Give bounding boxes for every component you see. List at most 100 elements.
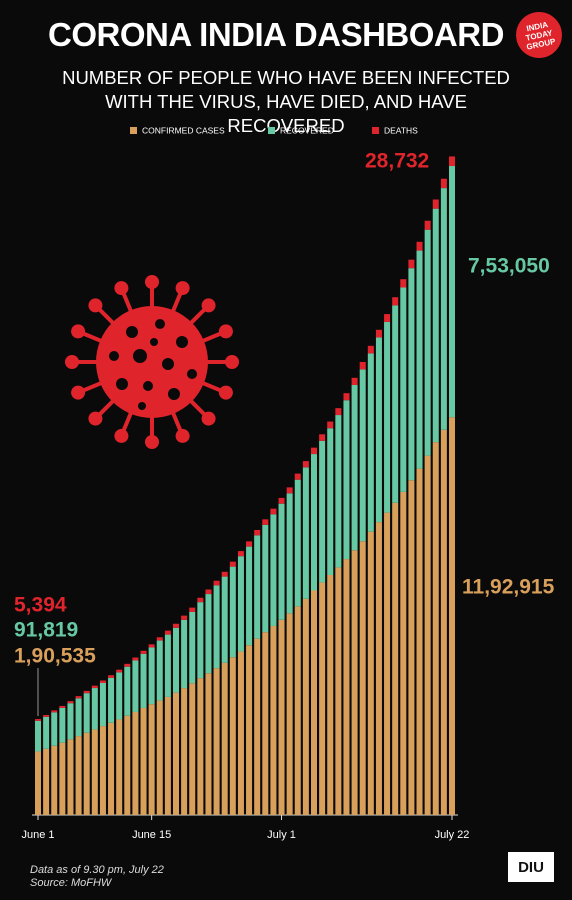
bar-segment xyxy=(294,606,301,815)
bar-segment xyxy=(254,529,261,536)
bar-segment xyxy=(278,619,285,815)
bar-segment xyxy=(34,751,42,815)
bar-segment xyxy=(51,712,58,746)
bar-segment xyxy=(67,703,74,740)
x-tick-label: July 22 xyxy=(435,829,470,841)
bar-segment xyxy=(148,704,155,815)
bar-segment xyxy=(424,455,431,815)
bar-segment xyxy=(302,467,309,599)
bar-segment xyxy=(213,585,220,669)
bar-segment xyxy=(132,711,139,815)
bar-segment xyxy=(205,589,212,595)
bar-segment xyxy=(43,715,50,717)
virus-icon xyxy=(65,275,239,449)
bar-segment xyxy=(189,683,196,815)
x-tick-label: July 1 xyxy=(267,829,296,841)
bar-segment xyxy=(254,535,261,639)
bar-segment xyxy=(408,480,415,815)
bar-segment xyxy=(440,188,447,430)
bar-segment xyxy=(229,561,236,567)
bar-segment xyxy=(432,442,439,815)
bar-segment xyxy=(59,705,66,708)
bar-segment xyxy=(124,663,131,667)
bar-segment xyxy=(140,650,147,654)
bar-segment xyxy=(67,739,74,815)
bar-segment xyxy=(327,574,334,815)
bar-segment xyxy=(416,468,423,815)
bar-segment xyxy=(34,720,42,752)
bar-segment xyxy=(91,688,98,730)
bar-segment xyxy=(400,287,407,492)
bar-segment xyxy=(237,551,244,557)
bar-segment xyxy=(319,434,326,441)
bar-segment xyxy=(384,512,391,815)
bar-segment xyxy=(156,700,163,815)
bar-segment xyxy=(156,640,163,701)
bar-segment xyxy=(359,541,366,815)
bar-segment xyxy=(108,675,115,678)
bar-segment xyxy=(116,672,123,720)
bar-segment xyxy=(213,668,220,815)
bar-segment xyxy=(278,497,285,504)
bar-segment xyxy=(294,473,301,480)
bar-segment xyxy=(335,408,342,416)
bar-segment xyxy=(392,502,399,815)
bar-segment xyxy=(91,729,98,815)
bar-segment xyxy=(221,576,228,663)
bar-segment xyxy=(408,259,415,269)
bar-segment xyxy=(310,454,318,591)
bar-segment xyxy=(302,598,309,815)
bar-segment xyxy=(205,594,212,674)
bar-segment xyxy=(51,710,58,713)
bar-segment xyxy=(189,607,196,612)
legend-label: CONFIRMED CASES xyxy=(142,125,225,135)
bar-segment xyxy=(148,647,155,705)
bar-segment xyxy=(237,651,244,815)
bar-segment xyxy=(140,707,147,815)
bar-segment xyxy=(124,666,131,716)
bar-segment xyxy=(83,732,90,815)
bar-segment xyxy=(148,644,155,648)
footnote: Data as of 9.30 pm, July 22 Source: MoFH… xyxy=(30,864,164,890)
bar-segment xyxy=(116,669,123,673)
logo: DIU xyxy=(508,852,554,882)
bar-segment xyxy=(221,662,228,815)
bar-segment xyxy=(237,556,244,652)
bar-segment xyxy=(172,627,180,693)
bar-segment xyxy=(359,369,366,542)
bar-segment xyxy=(221,571,228,577)
bar-segment xyxy=(164,630,171,635)
bar-segment xyxy=(408,268,415,481)
bar-segment xyxy=(319,582,326,815)
bar-segment xyxy=(319,440,326,583)
bar-segment xyxy=(246,541,253,547)
bar-segment xyxy=(448,417,456,815)
bar-segment xyxy=(75,736,82,815)
bar-segment xyxy=(75,696,82,699)
bar-segment xyxy=(270,508,277,515)
bar-segment xyxy=(367,531,374,815)
bar-segment xyxy=(440,178,447,189)
legend-swatch xyxy=(130,127,137,134)
bar-segment xyxy=(181,615,188,620)
bar-segment xyxy=(83,693,90,733)
bar-segment xyxy=(375,522,382,815)
bar-segment xyxy=(335,415,342,568)
bar-segment xyxy=(67,701,74,704)
bar-segment xyxy=(229,657,236,815)
title: CORONA INDIA DASHBOARD xyxy=(48,16,504,53)
bar-segment xyxy=(302,461,309,468)
bar-segment xyxy=(310,447,318,455)
bar-segment xyxy=(246,546,253,646)
legend-swatch xyxy=(268,127,275,134)
bar-segment xyxy=(164,696,171,815)
bar-segment xyxy=(124,715,131,815)
bar-segment xyxy=(327,428,334,575)
bar-segment xyxy=(108,677,115,723)
bar-segment xyxy=(432,199,439,209)
bar-segment xyxy=(294,479,301,607)
bar-segment xyxy=(91,685,98,689)
bar-segment xyxy=(448,156,456,167)
bar-segment xyxy=(83,690,90,694)
